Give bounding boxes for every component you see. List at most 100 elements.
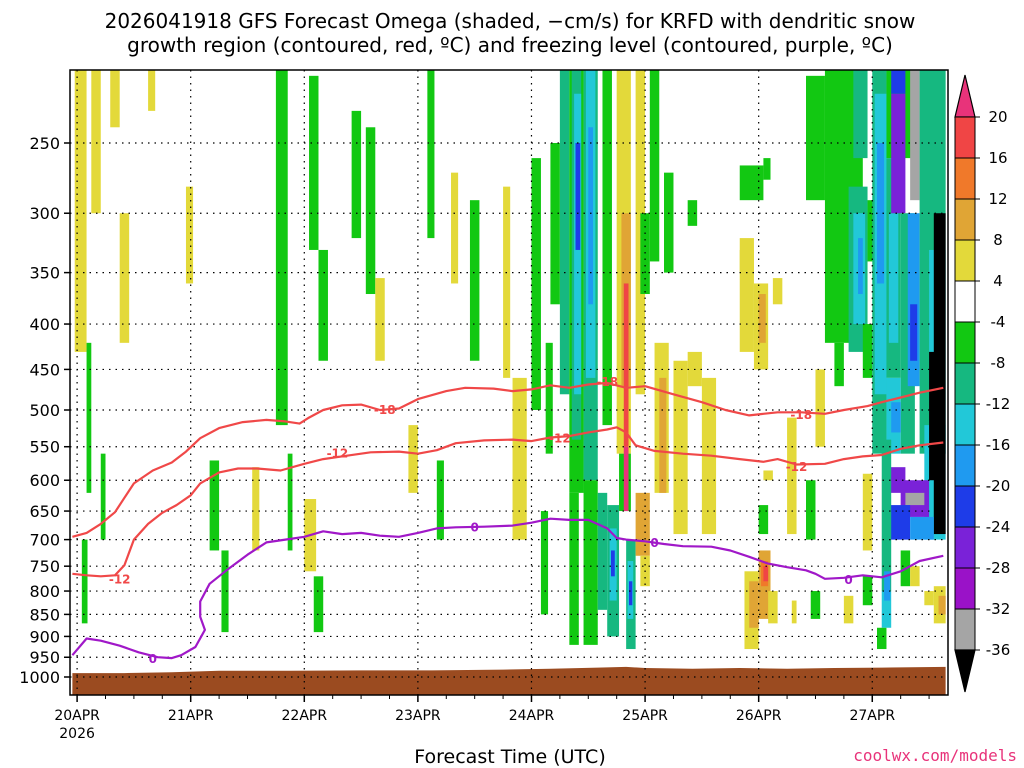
- y-tick-label: 350: [29, 264, 60, 283]
- omega-cell: [739, 238, 754, 273]
- contour-label-minus12: -12: [786, 460, 808, 474]
- colorbar-label: -36: [986, 641, 1011, 659]
- contour-label-freezing: 0: [844, 573, 852, 587]
- y-tick-label: 500: [29, 401, 60, 420]
- omega-cell: [623, 446, 629, 512]
- omega-cell: [588, 127, 594, 305]
- omega-cell: [275, 70, 288, 426]
- omega-cell: [86, 342, 92, 493]
- omega-cell: [649, 70, 660, 262]
- omega-cell: [886, 505, 911, 540]
- contour-label-minus18: -18: [374, 403, 396, 417]
- colorbar-bottom-arrow: [954, 649, 976, 693]
- colorbar-swatch: [954, 362, 976, 405]
- omega-cell: [881, 439, 892, 592]
- x-tick-label: 24APR: [509, 708, 555, 724]
- x-axis: 20APR 2026 21APR 22APR 23APR 24APR 25APR 26APR 2…: [54, 695, 930, 742]
- omega-cell: [763, 566, 769, 582]
- y-tick-label: 400: [29, 315, 60, 334]
- omega-cell: [815, 369, 825, 447]
- colorbar-swatch: [954, 485, 976, 528]
- chart-title-line-1: 2026041918 GFS Forecast Omega (shaded, −…: [105, 9, 916, 33]
- omega-cell: [924, 591, 934, 606]
- y-tick-label: 950: [29, 648, 60, 667]
- omega-cell: [877, 143, 885, 284]
- colorbar-swatch: [954, 280, 976, 323]
- x-tick-label: 21APR: [168, 708, 214, 724]
- omega-cell: [531, 158, 541, 410]
- y-tick-label: 1000: [19, 668, 60, 687]
- ground-fill: [72, 666, 946, 695]
- omega-cell: [763, 470, 773, 481]
- omega-cell: [891, 402, 901, 433]
- omega-cell: [119, 213, 130, 343]
- contour-lines: -18 -18 -18 -12 -12 -12 -12 0 0 0 0: [71, 375, 944, 666]
- omega-cell: [687, 200, 698, 226]
- y-tick-label: 750: [29, 557, 60, 576]
- credit-text: coolwx.com/models: [853, 746, 1017, 765]
- colorbar-label: 16: [988, 149, 1007, 167]
- colorbar-swatch: [954, 526, 976, 569]
- y-tick-label: 600: [29, 471, 60, 490]
- contour-label-freezing: 0: [471, 521, 479, 535]
- x-tick-label: 22APR: [282, 708, 328, 724]
- omega-cell: [469, 200, 480, 361]
- omega-cell: [749, 581, 759, 628]
- omega-cell: [862, 473, 873, 551]
- contour-label-minus18: -18: [596, 375, 618, 389]
- omega-cell: [938, 595, 946, 615]
- contour-minus18: [72, 381, 944, 538]
- omega-cell: [252, 467, 260, 551]
- omega-cell: [806, 75, 825, 201]
- y-tick-label: 550: [29, 438, 60, 457]
- omega-cell: [862, 576, 873, 606]
- omega-cell: [602, 70, 612, 426]
- omega-cell: [545, 342, 553, 454]
- contour-label-freezing: 0: [650, 536, 658, 550]
- omega-cell: [365, 127, 376, 295]
- omega-cell: [91, 70, 101, 214]
- omega-cell: [351, 110, 362, 239]
- omega-cell: [806, 480, 816, 540]
- colorbar-swatch: [954, 608, 976, 651]
- omega-cell: [858, 238, 863, 295]
- colorbar-label: 12: [988, 190, 1007, 208]
- omega-cell: [610, 550, 615, 577]
- ground-area: [72, 666, 946, 695]
- colorbar-swatch: [954, 403, 976, 446]
- omega-cell: [910, 70, 920, 201]
- omega-cell: [763, 158, 771, 180]
- omega-cell: [933, 213, 946, 535]
- omega-cell: [209, 460, 220, 551]
- chart-title-line-2: growth region (contoured, red, ºC) and f…: [127, 33, 893, 57]
- omega-cell: [623, 283, 629, 447]
- omega-cell: [436, 460, 444, 540]
- omega-cell: [74, 70, 87, 352]
- colorbar-swatch: [954, 157, 976, 200]
- omega-cell: [309, 75, 319, 250]
- colorbar-swatch: [954, 116, 976, 159]
- omega-cell: [318, 249, 328, 361]
- omega-cell: [877, 627, 887, 650]
- omega-cell: [910, 304, 918, 361]
- y-tick-label: 650: [29, 502, 60, 521]
- contour-freezing: [71, 517, 944, 660]
- omega-cell: [758, 294, 766, 343]
- omega-cell: [148, 70, 156, 111]
- grid-lines: [70, 70, 948, 695]
- y-tick-label: 850: [29, 605, 60, 624]
- colorbar-label: 4: [993, 272, 1003, 290]
- omega-cell: [891, 93, 906, 214]
- omega-cell: [575, 143, 581, 250]
- omega-cell: [569, 492, 579, 645]
- omega-cell: [834, 342, 844, 387]
- omega-shading: [74, 70, 946, 650]
- x-tick-label: 20APR: [54, 708, 100, 724]
- omega-cell: [891, 70, 906, 94]
- omega-cell: [673, 360, 688, 535]
- omega-cell: [884, 571, 891, 601]
- omega-cell: [313, 576, 324, 633]
- omega-cell: [550, 143, 560, 305]
- colorbar-label: -20: [986, 477, 1011, 495]
